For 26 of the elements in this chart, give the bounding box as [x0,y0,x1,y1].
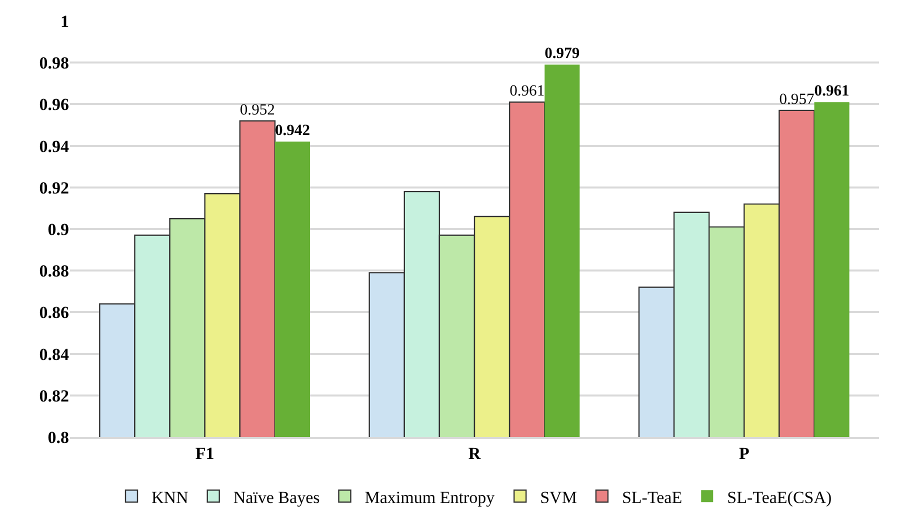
x-tick-label: F1 [195,444,214,464]
y-tick-label: 0.82 [39,386,69,406]
y-tick-label: 0.96 [39,95,69,114]
y-tick-label: 0.86 [39,303,69,322]
data-label: 0.961 [510,82,545,100]
data-label: 0.957 [779,90,814,108]
x-tick-label: P [738,444,750,464]
legend-label: KNN [152,488,188,507]
data-label: 0.952 [240,101,275,118]
legend-label: SL-TeaE(CSA) [727,488,832,507]
legend-label: Maximum Entropy [364,488,496,507]
y-tick-label: 0.9 [48,220,69,239]
data-label: 0.979 [544,45,580,62]
y-tick-label: 0.98 [39,54,69,73]
legend-label: SL-TeaE [622,488,682,507]
y-tick-label: 0.8 [48,428,69,447]
y-tick-label: 0.84 [39,344,70,364]
legend-label: SVM [540,488,577,507]
y-tick-label: 0.94 [39,136,70,156]
x-tick-label: R [468,444,482,464]
y-tick-label: 1 [60,12,69,31]
data-label: 0.942 [274,122,310,140]
legend-label: Naïve Bayes [233,488,320,507]
data-label: 0.961 [814,82,850,100]
y-tick-label: 0.92 [39,178,69,198]
y-tick-label: 0.88 [39,262,69,281]
